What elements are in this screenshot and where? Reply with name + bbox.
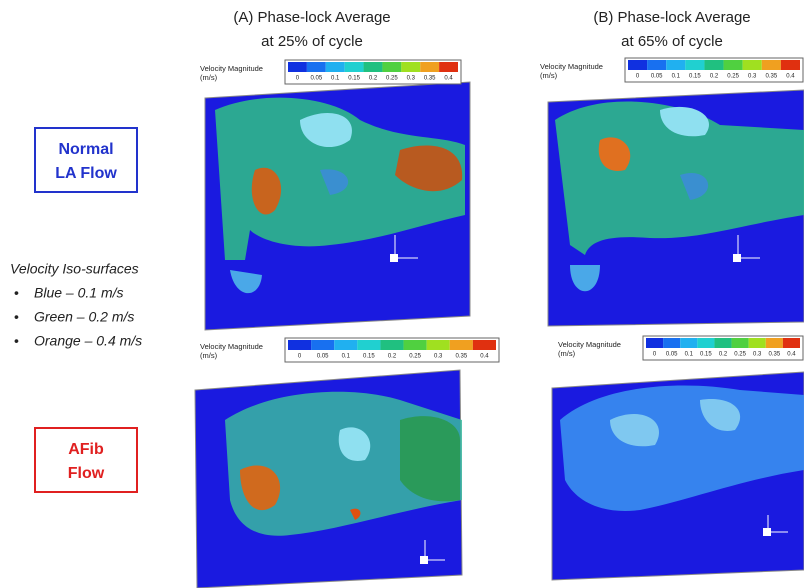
colorbar-title: Velocity Magnitude	[540, 62, 603, 71]
colorbar-swatch	[364, 62, 383, 72]
colorbar-swatch	[288, 62, 307, 72]
colorbar-unit: (m/s)	[200, 73, 218, 82]
colorbar-swatch	[704, 60, 723, 70]
colorbar-swatch	[783, 338, 800, 348]
colorbar-swatch	[326, 62, 345, 72]
colorbar-tick: 0.35	[424, 76, 436, 82]
column-header: at 65% of cycle	[621, 33, 723, 50]
colorbar-swatch	[345, 62, 364, 72]
colorbar-title: Velocity Magnitude	[558, 340, 621, 349]
flow-panel	[552, 372, 804, 580]
column-header: (A) Phase-lock Average	[233, 9, 390, 26]
colorbar-tick: 0.2	[369, 76, 378, 82]
colorbar-swatch	[450, 340, 473, 350]
colorbar-tick: 0.25	[386, 76, 398, 82]
colorbar-tick: 0.25	[409, 354, 421, 360]
row-label-box	[35, 428, 137, 492]
figure: (A) Phase-lock Average at 25% of cycle (…	[0, 0, 804, 588]
column-header: at 25% of cycle	[261, 33, 363, 50]
colorbar-swatch	[647, 60, 666, 70]
colorbar-tick: 0.05	[666, 352, 678, 358]
colorbar-tick: 0.05	[317, 354, 329, 360]
colorbar-tick: 0.35	[765, 74, 777, 80]
colorbar-tick: 0.3	[748, 74, 757, 80]
colorbar-swatch	[334, 340, 357, 350]
row-label: Normal	[58, 141, 113, 158]
colorbar-swatch	[685, 60, 704, 70]
colorbar-swatch	[401, 62, 420, 72]
colorbar-tick: 0.05	[310, 76, 322, 82]
colorbar-swatch	[724, 60, 743, 70]
row-label: Flow	[68, 465, 105, 482]
legend-title: Velocity Iso-surfaces	[10, 261, 139, 277]
colorbar-tick: 0.05	[651, 74, 663, 80]
colorbar-tick: 0.25	[734, 352, 746, 358]
colorbar-tick: 0.4	[444, 76, 453, 82]
colorbar-tick: 0.35	[768, 352, 780, 358]
flow-panel	[548, 90, 804, 326]
colorbar-tick: 0.2	[388, 354, 397, 360]
colorbar-unit: (m/s)	[200, 351, 218, 360]
colorbar-swatch	[666, 60, 685, 70]
colorbar-swatch	[781, 60, 800, 70]
colorbar-tick: 0.1	[331, 76, 340, 82]
colorbar-tick: 0.15	[363, 354, 375, 360]
bullet: •	[14, 285, 19, 301]
legend-item: Blue – 0.1 m/s	[34, 285, 124, 301]
colorbar-tick: 0.4	[480, 354, 489, 360]
colorbar-tick: 0.35	[455, 354, 467, 360]
colorbar-swatch	[420, 62, 439, 72]
colorbar-tick: 0.3	[753, 352, 762, 358]
column-header: (B) Phase-lock Average	[593, 9, 750, 26]
colorbar-swatch	[288, 340, 311, 350]
colorbar-tick: 0.1	[672, 74, 681, 80]
colorbar-unit: (m/s)	[558, 349, 576, 358]
colorbar-swatch	[680, 338, 697, 348]
colorbar-tick: 0.3	[407, 76, 416, 82]
flow-panel	[205, 82, 470, 330]
row-label: LA Flow	[55, 165, 117, 182]
colorbar-swatch	[732, 338, 749, 348]
colorbar-swatch	[427, 340, 450, 350]
colorbar-tick: 0.4	[786, 74, 795, 80]
colorbar-tick: 0.2	[719, 352, 728, 358]
colorbar-swatch	[663, 338, 680, 348]
colorbar-swatch	[646, 338, 663, 348]
colorbar-swatch	[382, 62, 401, 72]
colorbar-swatch	[628, 60, 647, 70]
flow-panel	[195, 370, 462, 588]
colorbar-swatch	[380, 340, 403, 350]
colorbar-swatch	[743, 60, 762, 70]
colorbar-unit: (m/s)	[540, 71, 558, 80]
row-label: AFib	[68, 441, 104, 458]
colorbar-tick: 0.15	[689, 74, 701, 80]
colorbar-swatch	[766, 338, 783, 348]
colorbar-tick: 0.2	[710, 74, 719, 80]
colorbar-swatch	[357, 340, 380, 350]
colorbar-swatch	[714, 338, 731, 348]
colorbar-swatch	[311, 340, 334, 350]
colorbar-tick: 0.25	[727, 74, 739, 80]
colorbar-title: Velocity Magnitude	[200, 64, 263, 73]
row-label-box	[35, 128, 137, 192]
colorbar-swatch	[749, 338, 766, 348]
colorbar-tick: 0.1	[342, 354, 351, 360]
colorbar-swatch	[697, 338, 714, 348]
colorbar-swatch	[473, 340, 496, 350]
colorbar-tick: 0.15	[348, 76, 360, 82]
legend-item: Orange – 0.4 m/s	[34, 333, 142, 349]
colorbar-tick: 0.1	[685, 352, 694, 358]
colorbar-swatch	[762, 60, 781, 70]
legend-item: Green – 0.2 m/s	[34, 309, 134, 325]
bullet: •	[14, 309, 19, 325]
colorbar-swatch	[404, 340, 427, 350]
colorbar-title: Velocity Magnitude	[200, 342, 263, 351]
colorbar-tick: 0.3	[434, 354, 443, 360]
colorbar-swatch	[307, 62, 326, 72]
colorbar-tick: 0.15	[700, 352, 712, 358]
colorbar-swatch	[439, 62, 458, 72]
colorbar-tick: 0.4	[787, 352, 796, 358]
bullet: •	[14, 333, 19, 349]
